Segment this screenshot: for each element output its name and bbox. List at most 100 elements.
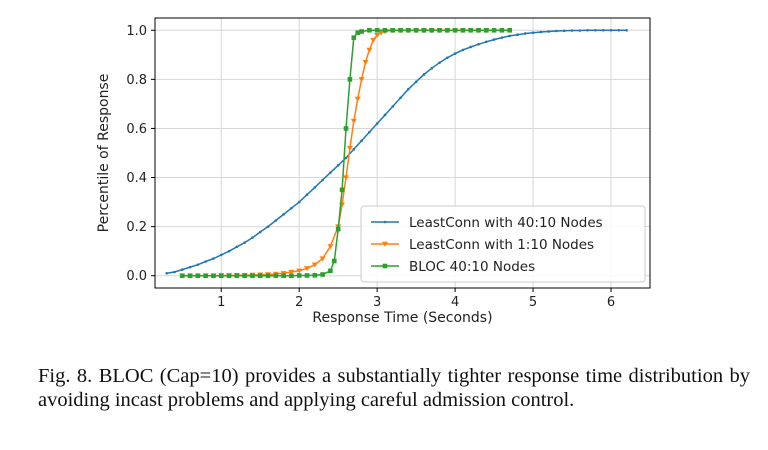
response-time-cdf-chart: 1 2 3 4 5 6 0.0 0.2 0.4 0.6 0.8 1.0 Response Time … — [96, 17, 651, 326]
x-tick-label: 3 — [373, 295, 381, 310]
data-point — [438, 61, 441, 64]
data-point — [531, 31, 535, 35]
data-point — [321, 178, 324, 182]
data-point — [250, 273, 255, 279]
data-point — [370, 37, 377, 43]
plot-area-frame — [154, 17, 651, 289]
data-point — [625, 28, 628, 32]
data-point — [468, 27, 474, 33]
data-point — [539, 30, 543, 34]
data-point — [196, 263, 200, 266]
x-tick-label: 5 — [529, 295, 537, 310]
data-point — [218, 273, 224, 279]
legend-label: LeastConn with 1:10 Nodes — [409, 237, 594, 253]
data-point — [570, 29, 574, 32]
data-point — [242, 273, 247, 279]
data-point — [491, 27, 497, 33]
data-point — [375, 122, 379, 125]
data-point — [305, 193, 309, 197]
data-point — [320, 272, 325, 277]
data-point — [346, 145, 353, 151]
x-tick-label: 2 — [295, 295, 303, 310]
y-tick-label: 0.8 — [126, 73, 147, 88]
y-tick-label: 0.4 — [126, 171, 147, 186]
data-point — [243, 241, 246, 244]
x-axis-ticks: 1 2 3 4 5 6 — [217, 288, 615, 310]
data-point — [366, 47, 373, 53]
legend-swatch-marker — [382, 263, 388, 269]
data-point — [235, 245, 239, 249]
data-point — [211, 273, 216, 279]
data-point — [290, 206, 293, 210]
data-point — [234, 273, 240, 279]
data-point — [391, 105, 395, 108]
data-point — [362, 59, 369, 65]
data-point — [368, 130, 371, 134]
series-lines — [165, 27, 628, 279]
data-point — [187, 273, 193, 279]
data-point — [352, 148, 356, 151]
data-point — [446, 56, 449, 60]
data-point — [335, 226, 341, 232]
data-point — [266, 225, 270, 228]
data-point — [288, 269, 295, 275]
y-axis-label: Percentile of Response — [96, 74, 112, 233]
data-point — [227, 249, 231, 253]
data-point — [328, 268, 333, 274]
legend: LeastConn with 40:10 Nodes LeastConn with… — [360, 205, 646, 283]
data-point — [296, 268, 303, 274]
data-point — [281, 273, 286, 279]
data-point — [382, 27, 388, 33]
data-point — [508, 34, 511, 38]
data-point — [296, 273, 302, 278]
data-point — [437, 27, 442, 33]
legend-label: BLOC 40:10 Nodes — [409, 259, 535, 275]
data-point — [421, 27, 427, 33]
data-point — [477, 42, 480, 46]
data-point — [274, 219, 278, 222]
legend-swatch-marker — [383, 220, 387, 224]
legend-box — [360, 205, 646, 283]
data-point — [313, 186, 317, 189]
data-point — [339, 187, 345, 193]
x-tick-label: 6 — [607, 295, 615, 310]
data-point — [173, 270, 176, 274]
data-point — [406, 27, 411, 33]
data-point — [499, 27, 505, 33]
data-point — [297, 200, 301, 204]
legend-item: LeastConn with 40:10 Nodes — [371, 215, 603, 231]
data-point — [329, 171, 332, 174]
data-point — [407, 87, 410, 91]
data-point — [452, 27, 458, 33]
data-point — [331, 258, 337, 264]
data-point — [429, 27, 435, 33]
data-point — [351, 35, 357, 40]
data-point — [265, 273, 271, 279]
data-point — [360, 139, 363, 143]
data-point — [578, 29, 582, 32]
data-point — [258, 230, 262, 234]
data-point — [413, 27, 419, 33]
data-point — [204, 260, 207, 263]
y-axis-ticks: 0.0 0.2 0.4 0.6 0.8 1.0 — [126, 24, 155, 284]
data-point — [507, 27, 512, 33]
x-tick-label: 4 — [451, 295, 459, 310]
data-point — [188, 265, 192, 269]
data-point — [617, 28, 621, 32]
data-point — [523, 32, 527, 35]
data-point — [562, 29, 566, 33]
data-point — [453, 52, 457, 55]
data-point — [516, 33, 519, 36]
data-point — [342, 175, 349, 181]
data-point — [257, 273, 263, 279]
data-point — [304, 273, 310, 278]
data-point — [460, 27, 466, 33]
legend-item: LeastConn with 1:10 Nodes — [371, 237, 594, 253]
data-point — [179, 273, 185, 279]
data-point — [601, 28, 605, 32]
data-point — [586, 28, 589, 32]
data-point — [374, 32, 381, 38]
data-point — [378, 30, 385, 36]
data-point — [203, 273, 208, 279]
data-point — [422, 73, 426, 76]
